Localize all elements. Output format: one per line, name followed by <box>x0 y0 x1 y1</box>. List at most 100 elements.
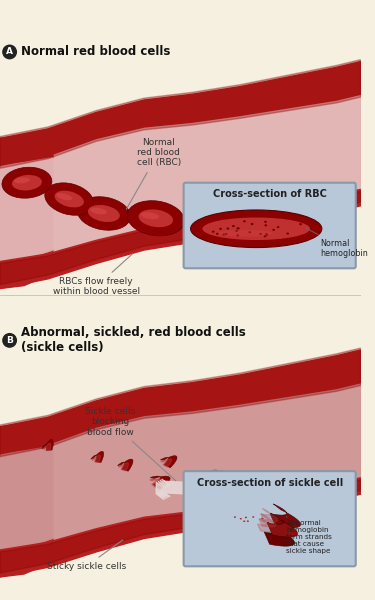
Ellipse shape <box>264 235 266 238</box>
Polygon shape <box>0 446 53 550</box>
Ellipse shape <box>291 235 320 250</box>
Polygon shape <box>0 94 360 262</box>
Polygon shape <box>193 486 203 494</box>
Ellipse shape <box>243 220 246 223</box>
Polygon shape <box>272 499 286 512</box>
Ellipse shape <box>234 517 236 518</box>
Text: Cross-section of RBC: Cross-section of RBC <box>213 190 327 199</box>
Polygon shape <box>91 451 104 463</box>
Ellipse shape <box>195 214 225 229</box>
Ellipse shape <box>88 205 120 222</box>
Polygon shape <box>233 491 248 503</box>
Polygon shape <box>150 476 170 490</box>
Ellipse shape <box>249 231 251 233</box>
Polygon shape <box>0 478 360 577</box>
Polygon shape <box>160 455 177 468</box>
Polygon shape <box>0 480 360 573</box>
Ellipse shape <box>127 200 184 236</box>
Polygon shape <box>0 59 360 168</box>
Polygon shape <box>258 518 274 532</box>
Polygon shape <box>42 439 53 451</box>
Ellipse shape <box>139 209 173 227</box>
Polygon shape <box>0 158 53 262</box>
Ellipse shape <box>236 227 239 229</box>
Text: B: B <box>6 336 13 345</box>
Ellipse shape <box>286 232 289 235</box>
Ellipse shape <box>219 228 222 230</box>
Ellipse shape <box>12 175 42 190</box>
Ellipse shape <box>237 227 240 229</box>
Polygon shape <box>330 520 337 529</box>
Polygon shape <box>261 509 278 522</box>
Polygon shape <box>0 538 53 577</box>
Ellipse shape <box>196 216 213 222</box>
Ellipse shape <box>225 233 228 235</box>
Ellipse shape <box>251 223 254 225</box>
Ellipse shape <box>242 223 274 239</box>
Polygon shape <box>232 492 241 500</box>
Circle shape <box>3 334 16 347</box>
Ellipse shape <box>299 223 302 225</box>
Ellipse shape <box>282 228 330 257</box>
Ellipse shape <box>55 191 84 208</box>
Ellipse shape <box>243 520 245 522</box>
Polygon shape <box>118 459 133 471</box>
Text: Abnormal
hemoglobin
form strands
that cause
sickle shape: Abnormal hemoglobin form strands that ca… <box>286 517 332 554</box>
Ellipse shape <box>218 230 273 236</box>
Polygon shape <box>150 479 163 488</box>
Polygon shape <box>331 521 341 533</box>
Ellipse shape <box>236 235 239 236</box>
Polygon shape <box>92 455 100 463</box>
FancyBboxPatch shape <box>184 471 356 566</box>
Ellipse shape <box>264 224 267 226</box>
Text: A: A <box>6 47 13 56</box>
Polygon shape <box>0 348 360 457</box>
FancyBboxPatch shape <box>184 183 356 268</box>
Ellipse shape <box>266 233 268 236</box>
Ellipse shape <box>252 516 254 518</box>
Ellipse shape <box>272 229 275 231</box>
Polygon shape <box>0 383 360 550</box>
Circle shape <box>3 45 16 59</box>
Ellipse shape <box>235 230 238 232</box>
Polygon shape <box>211 472 220 478</box>
Polygon shape <box>0 350 360 454</box>
Ellipse shape <box>190 210 322 248</box>
Polygon shape <box>302 510 310 518</box>
Text: Normal red blood cells: Normal red blood cells <box>21 46 171 58</box>
Polygon shape <box>264 522 295 546</box>
Ellipse shape <box>184 206 234 236</box>
Polygon shape <box>270 504 300 528</box>
Ellipse shape <box>265 233 268 235</box>
Text: Normal
red blood
cell (RBC): Normal red blood cell (RBC) <box>126 137 181 209</box>
Ellipse shape <box>222 233 225 236</box>
Polygon shape <box>118 463 129 471</box>
Text: Cross-section of sickle cell: Cross-section of sickle cell <box>196 478 343 488</box>
Ellipse shape <box>56 193 72 200</box>
Ellipse shape <box>259 233 262 235</box>
Ellipse shape <box>245 517 247 518</box>
Ellipse shape <box>90 208 107 214</box>
Ellipse shape <box>77 197 130 230</box>
Ellipse shape <box>14 178 30 184</box>
Polygon shape <box>0 417 53 454</box>
Ellipse shape <box>141 212 159 219</box>
Polygon shape <box>194 484 210 496</box>
Polygon shape <box>267 513 298 537</box>
Ellipse shape <box>216 233 219 235</box>
Polygon shape <box>44 443 51 451</box>
Polygon shape <box>259 514 276 527</box>
Polygon shape <box>0 191 360 284</box>
Text: Normal
hemoglobin: Normal hemoglobin <box>306 228 368 258</box>
Ellipse shape <box>247 520 249 522</box>
Text: Sickle cells
blocking
blood flow: Sickle cells blocking blood flow <box>86 407 176 481</box>
Ellipse shape <box>293 238 309 243</box>
Ellipse shape <box>243 225 261 232</box>
Ellipse shape <box>202 217 310 240</box>
Ellipse shape <box>212 230 214 233</box>
Text: Abnormal, sickled, red blood cells
(sickle cells): Abnormal, sickled, red blood cells (sick… <box>21 326 246 355</box>
Text: RBCs flow freely
within blood vessel: RBCs flow freely within blood vessel <box>53 254 140 296</box>
Polygon shape <box>270 499 280 508</box>
Ellipse shape <box>232 225 235 227</box>
Polygon shape <box>0 250 53 289</box>
